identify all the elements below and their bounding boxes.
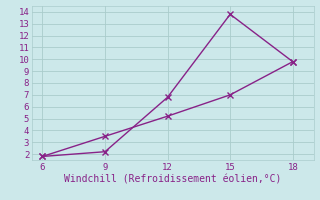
X-axis label: Windchill (Refroidissement éolien,°C): Windchill (Refroidissement éolien,°C) [64,175,282,185]
